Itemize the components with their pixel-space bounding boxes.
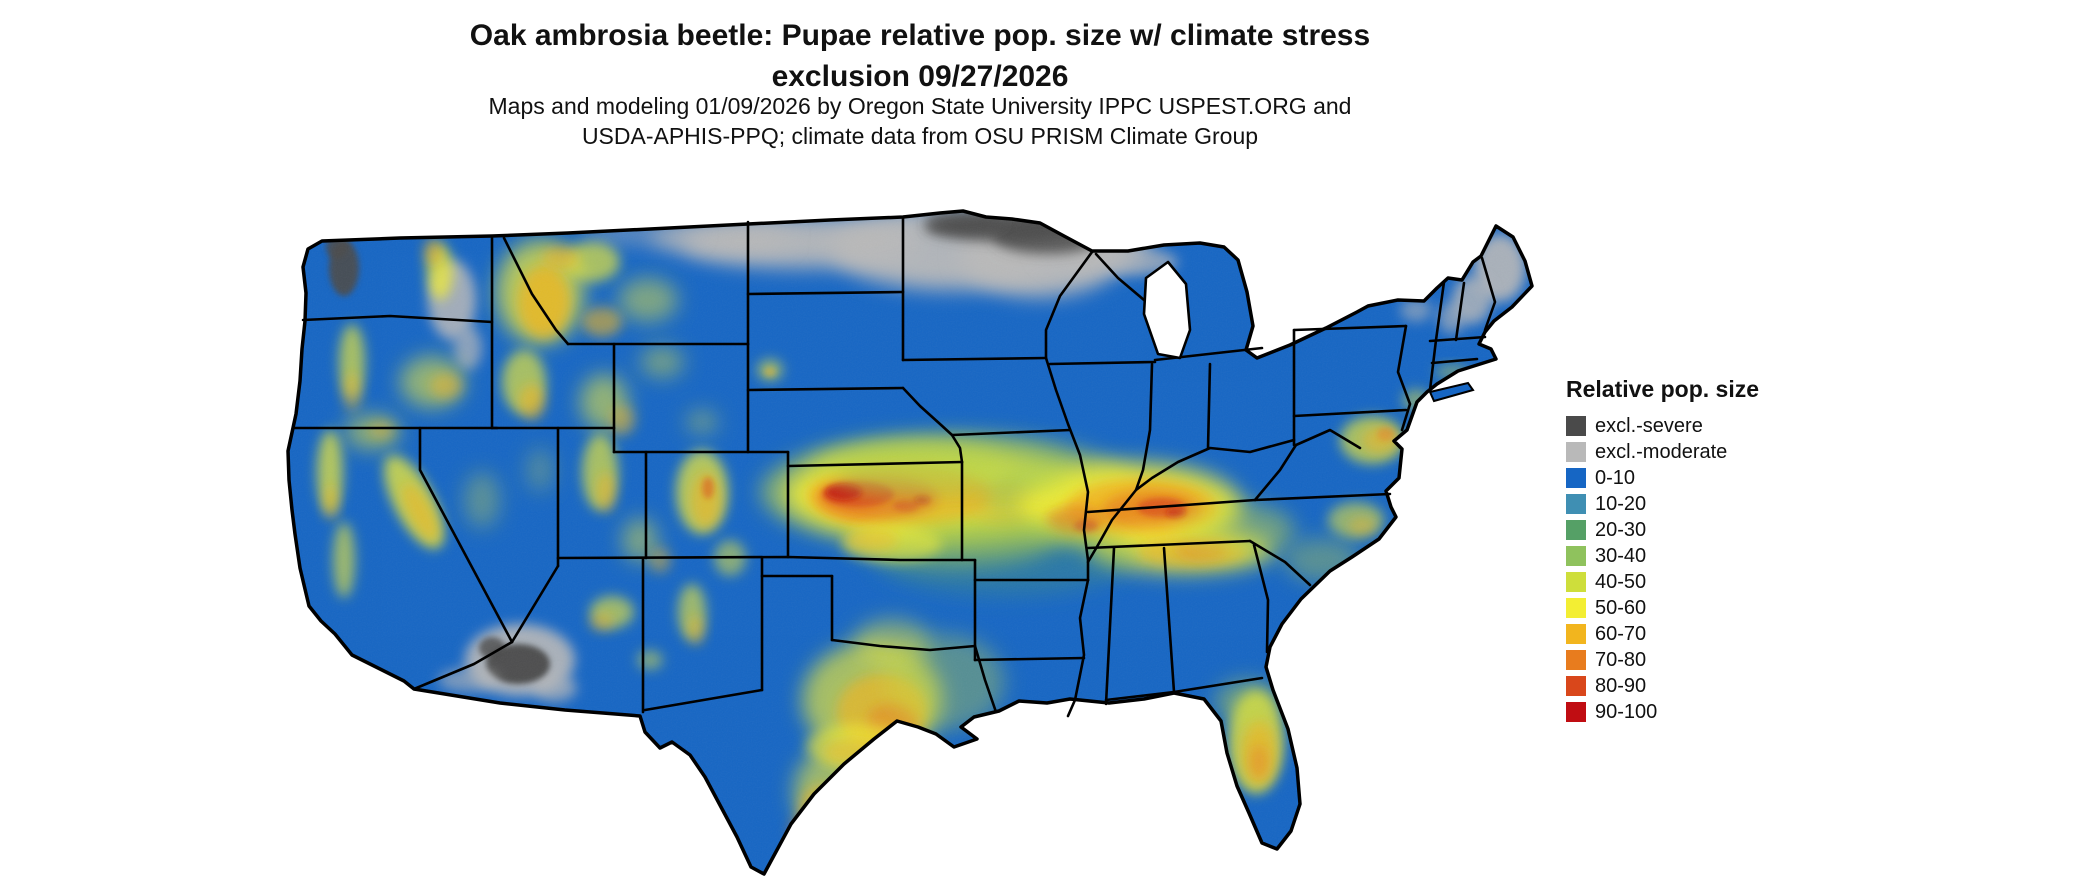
legend-swatch [1566, 650, 1586, 670]
state-border [412, 640, 514, 691]
state-border [1454, 281, 1466, 342]
legend-item: 50-60 [1566, 595, 1759, 621]
state-border [1086, 539, 1252, 550]
map-noise-texture [288, 211, 1532, 874]
legend-items: excl.-severe excl.-moderate 0-10 10-20 20-30… [1566, 413, 1759, 725]
state-border [973, 656, 1086, 662]
legend-label: 30-40 [1595, 544, 1647, 567]
state-border [1206, 362, 1212, 450]
state-border [1066, 578, 1090, 718]
state-border [1480, 256, 1497, 332]
state-border [901, 356, 1048, 362]
state-border [1292, 408, 1408, 418]
state-border [502, 236, 570, 346]
legend-item: 30-40 [1566, 543, 1759, 569]
state-border [301, 314, 494, 324]
legend-swatch [1566, 468, 1586, 488]
map-subtitle-line2: USDA-APHIS-PPQ; climate data from OSU PR… [581, 122, 1259, 149]
legend-swatch [1566, 598, 1586, 618]
map-subtitle-line1: Maps and modeling 01/09/2026 by Oregon S… [488, 93, 1352, 119]
state-border [1048, 360, 1157, 366]
legend-title: Relative pop. size [1566, 376, 1760, 402]
state-border [1252, 543, 1270, 654]
legend: Relative pop. size excl.-severe excl.-mod… [1566, 376, 1759, 725]
legend-label: 50-60 [1595, 596, 1647, 619]
legend-item: 10-20 [1566, 491, 1759, 517]
state-border [1430, 357, 1479, 365]
state-border [950, 433, 964, 464]
legend-item: excl.-moderate [1566, 439, 1759, 465]
map-title-line2: exclusion 09/27/2026 [771, 59, 1069, 93]
us-outline [286, 209, 1534, 876]
state-border [1248, 539, 1312, 587]
legend-item: 70-80 [1566, 647, 1759, 673]
legend-label: 20-30 [1595, 518, 1647, 541]
map-raster [288, 211, 1532, 874]
legend-label: excl.-severe [1595, 414, 1703, 437]
state-border [1044, 250, 1094, 582]
legend-label: 40-50 [1595, 570, 1647, 593]
legend-swatch [1566, 702, 1586, 722]
state-border [1086, 498, 1257, 514]
state-border [643, 688, 764, 712]
map-title: Oak ambrosia beetle: Pupae relative pop.… [290, 16, 1550, 97]
legend-label: 0-10 [1595, 466, 1636, 489]
legend-label: 60-70 [1595, 622, 1647, 645]
state-border [746, 290, 905, 296]
map-title-line1: Oak ambrosia beetle: Pupae relative pop.… [469, 19, 1371, 52]
legend-swatch [1566, 624, 1586, 644]
legend-swatch [1566, 572, 1586, 592]
legend-item: 20-30 [1566, 517, 1759, 543]
legend-swatch [1566, 546, 1586, 566]
legend-item: 90-100 [1566, 699, 1759, 725]
state-border [1253, 443, 1298, 502]
state-border [1104, 546, 1116, 706]
state-border [1134, 362, 1154, 492]
state-border [1428, 335, 1487, 343]
state-border [1292, 324, 1408, 332]
state-border [950, 428, 1072, 437]
legend-swatch [1566, 520, 1586, 540]
legend-item: 0-10 [1566, 465, 1759, 491]
state-border [901, 386, 954, 437]
lake-michigan [1142, 260, 1192, 360]
map-subtitle: Maps and modeling 01/09/2026 by Oregon S… [290, 92, 1550, 152]
legend-swatch [1566, 494, 1586, 514]
legend-item: 40-50 [1566, 569, 1759, 595]
legend-swatch [1566, 442, 1586, 462]
state-border [1294, 428, 1362, 450]
state-border [510, 564, 560, 644]
legend-swatch [1566, 676, 1586, 696]
legend-label: excl.-moderate [1595, 440, 1728, 463]
state-border [746, 386, 905, 392]
long-island [1428, 381, 1475, 403]
state-border [973, 644, 998, 714]
state-border [1094, 252, 1146, 302]
legend-label: 90-100 [1595, 700, 1658, 723]
legend-label: 70-80 [1595, 648, 1647, 671]
state-border [1253, 492, 1392, 502]
legend-item: excl.-severe [1566, 413, 1759, 439]
legend-label: 80-90 [1595, 674, 1647, 697]
legend-item: 80-90 [1566, 673, 1759, 699]
state-border [830, 638, 977, 652]
state-border [1396, 324, 1412, 432]
state-border [786, 460, 964, 468]
legend-swatch [1566, 416, 1586, 436]
state-border [1162, 546, 1176, 694]
state-border [1086, 438, 1296, 564]
legend-item: 60-70 [1566, 621, 1759, 647]
state-border [556, 555, 977, 562]
legend-label: 10-20 [1595, 492, 1647, 515]
state-border [418, 426, 514, 644]
